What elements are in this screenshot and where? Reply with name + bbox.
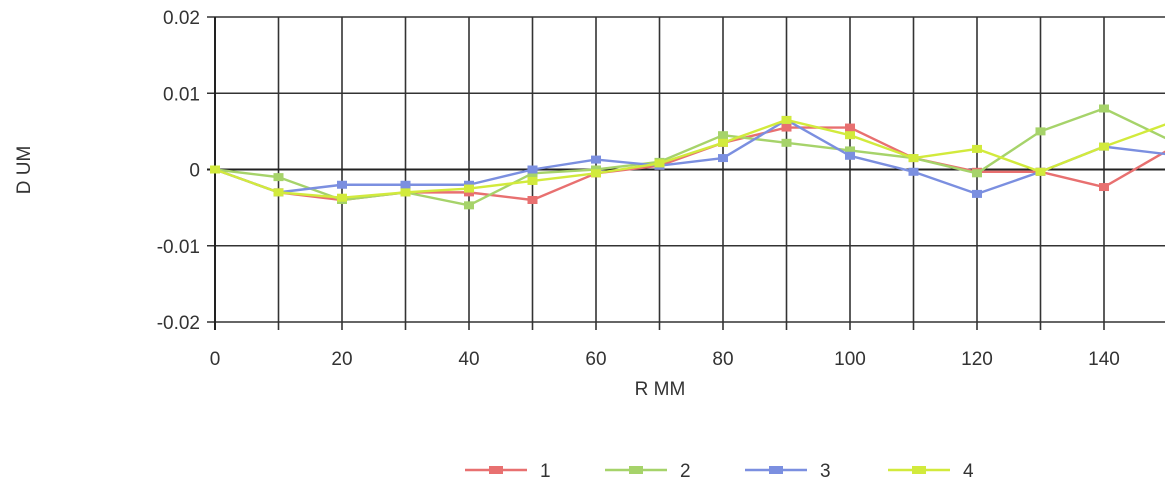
series-2 [210,104,1165,210]
legend-swatch-marker [912,466,926,474]
data-point [972,189,982,198]
data-point [400,180,411,189]
legend-swatch-marker [769,466,783,474]
y-tick-label: -0.02 [157,313,200,334]
data-point [1099,183,1109,192]
data-point [527,176,538,185]
x-tick-label: 20 [331,349,352,370]
data-point [1035,127,1046,136]
data-point [718,138,728,147]
legend-entry: 4 [888,461,974,482]
data-point [908,154,919,163]
data-point [527,196,538,204]
x-axis-title: R MM [635,379,686,400]
data-point [845,146,855,155]
data-point [718,131,728,140]
data-point [337,180,347,189]
data-point [781,115,792,124]
data-point [1099,142,1109,151]
grid [207,16,1165,330]
legend-swatch-marker [629,466,643,474]
data-point [1099,104,1109,113]
series-line [214,107,1165,207]
legend-entry: 1 [465,461,551,482]
data-point [845,151,855,160]
data-point [1035,167,1046,176]
x-tick-label: 0 [210,349,221,370]
x-tick-label: 40 [458,349,479,370]
data-point [654,159,665,168]
legend-label: 4 [963,461,974,482]
series-layer [210,104,1165,210]
y-tick-label: 0 [189,161,200,182]
tick-labels: 0 20 40 60 80 100 120 140 0.02 0.01 0 -0.01 -0.02 [157,8,1120,370]
legend-entry: 2 [605,461,691,482]
legend-label: 3 [820,461,831,482]
x-tick-label: 120 [961,349,993,370]
y-tick-label: -0.01 [157,237,200,258]
series-4 [210,115,1165,202]
data-point [845,123,855,132]
x-tick-label: 80 [712,349,733,370]
series-line [214,118,1165,199]
legend-label: 2 [680,461,691,482]
data-point [591,155,601,164]
legend-entry: 3 [745,461,831,482]
y-tick-label: 0.02 [163,8,200,29]
legend: 1 2 3 4 [465,461,974,482]
legend-swatch-marker [489,466,503,474]
data-point [908,167,919,176]
data-point [464,201,474,210]
data-point [337,193,347,202]
series-3 [210,115,1165,198]
y-tick-label: 0.01 [163,84,200,105]
data-point [972,169,982,178]
data-point [273,188,284,197]
data-point [400,188,411,197]
data-point [718,154,728,163]
series-line [214,126,1165,202]
data-point [464,184,474,193]
data-point [972,144,982,153]
x-tick-label: 100 [834,349,866,370]
data-point [845,131,855,140]
data-point [781,123,792,132]
data-point [210,165,220,174]
x-tick-label: 60 [585,349,606,370]
data-point [591,169,601,178]
x-tick-label: 140 [1088,349,1120,370]
data-point [781,138,792,147]
legend-label: 1 [540,461,551,482]
data-point [273,173,284,182]
series-line [214,118,1165,196]
y-axis-title: D UM [14,146,35,195]
data-point [527,165,538,174]
